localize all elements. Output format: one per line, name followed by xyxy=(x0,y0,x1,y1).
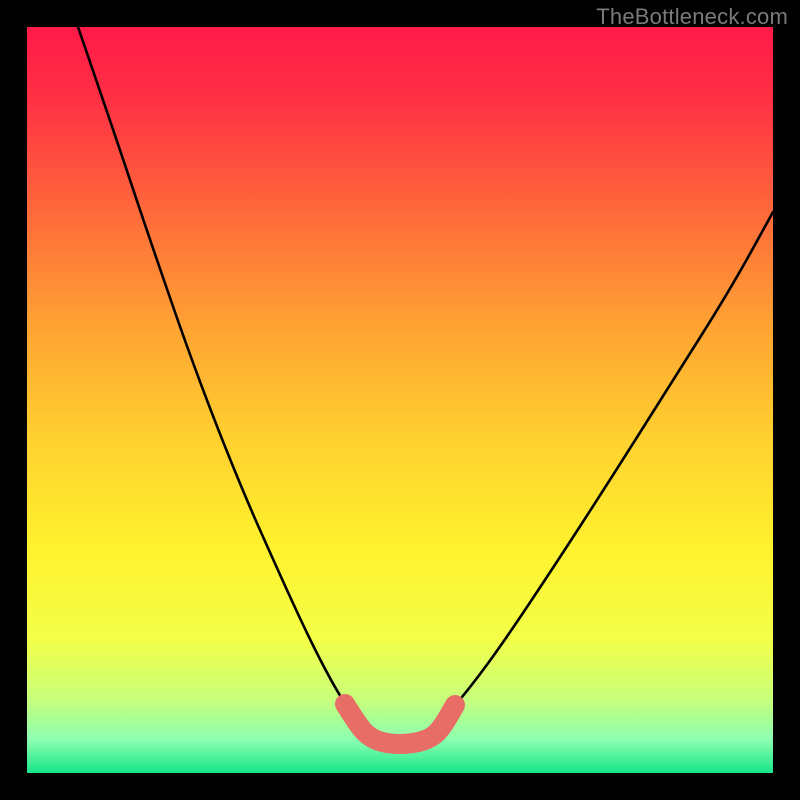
bottleneck-chart xyxy=(0,0,800,800)
watermark-text: TheBottleneck.com xyxy=(596,4,788,30)
